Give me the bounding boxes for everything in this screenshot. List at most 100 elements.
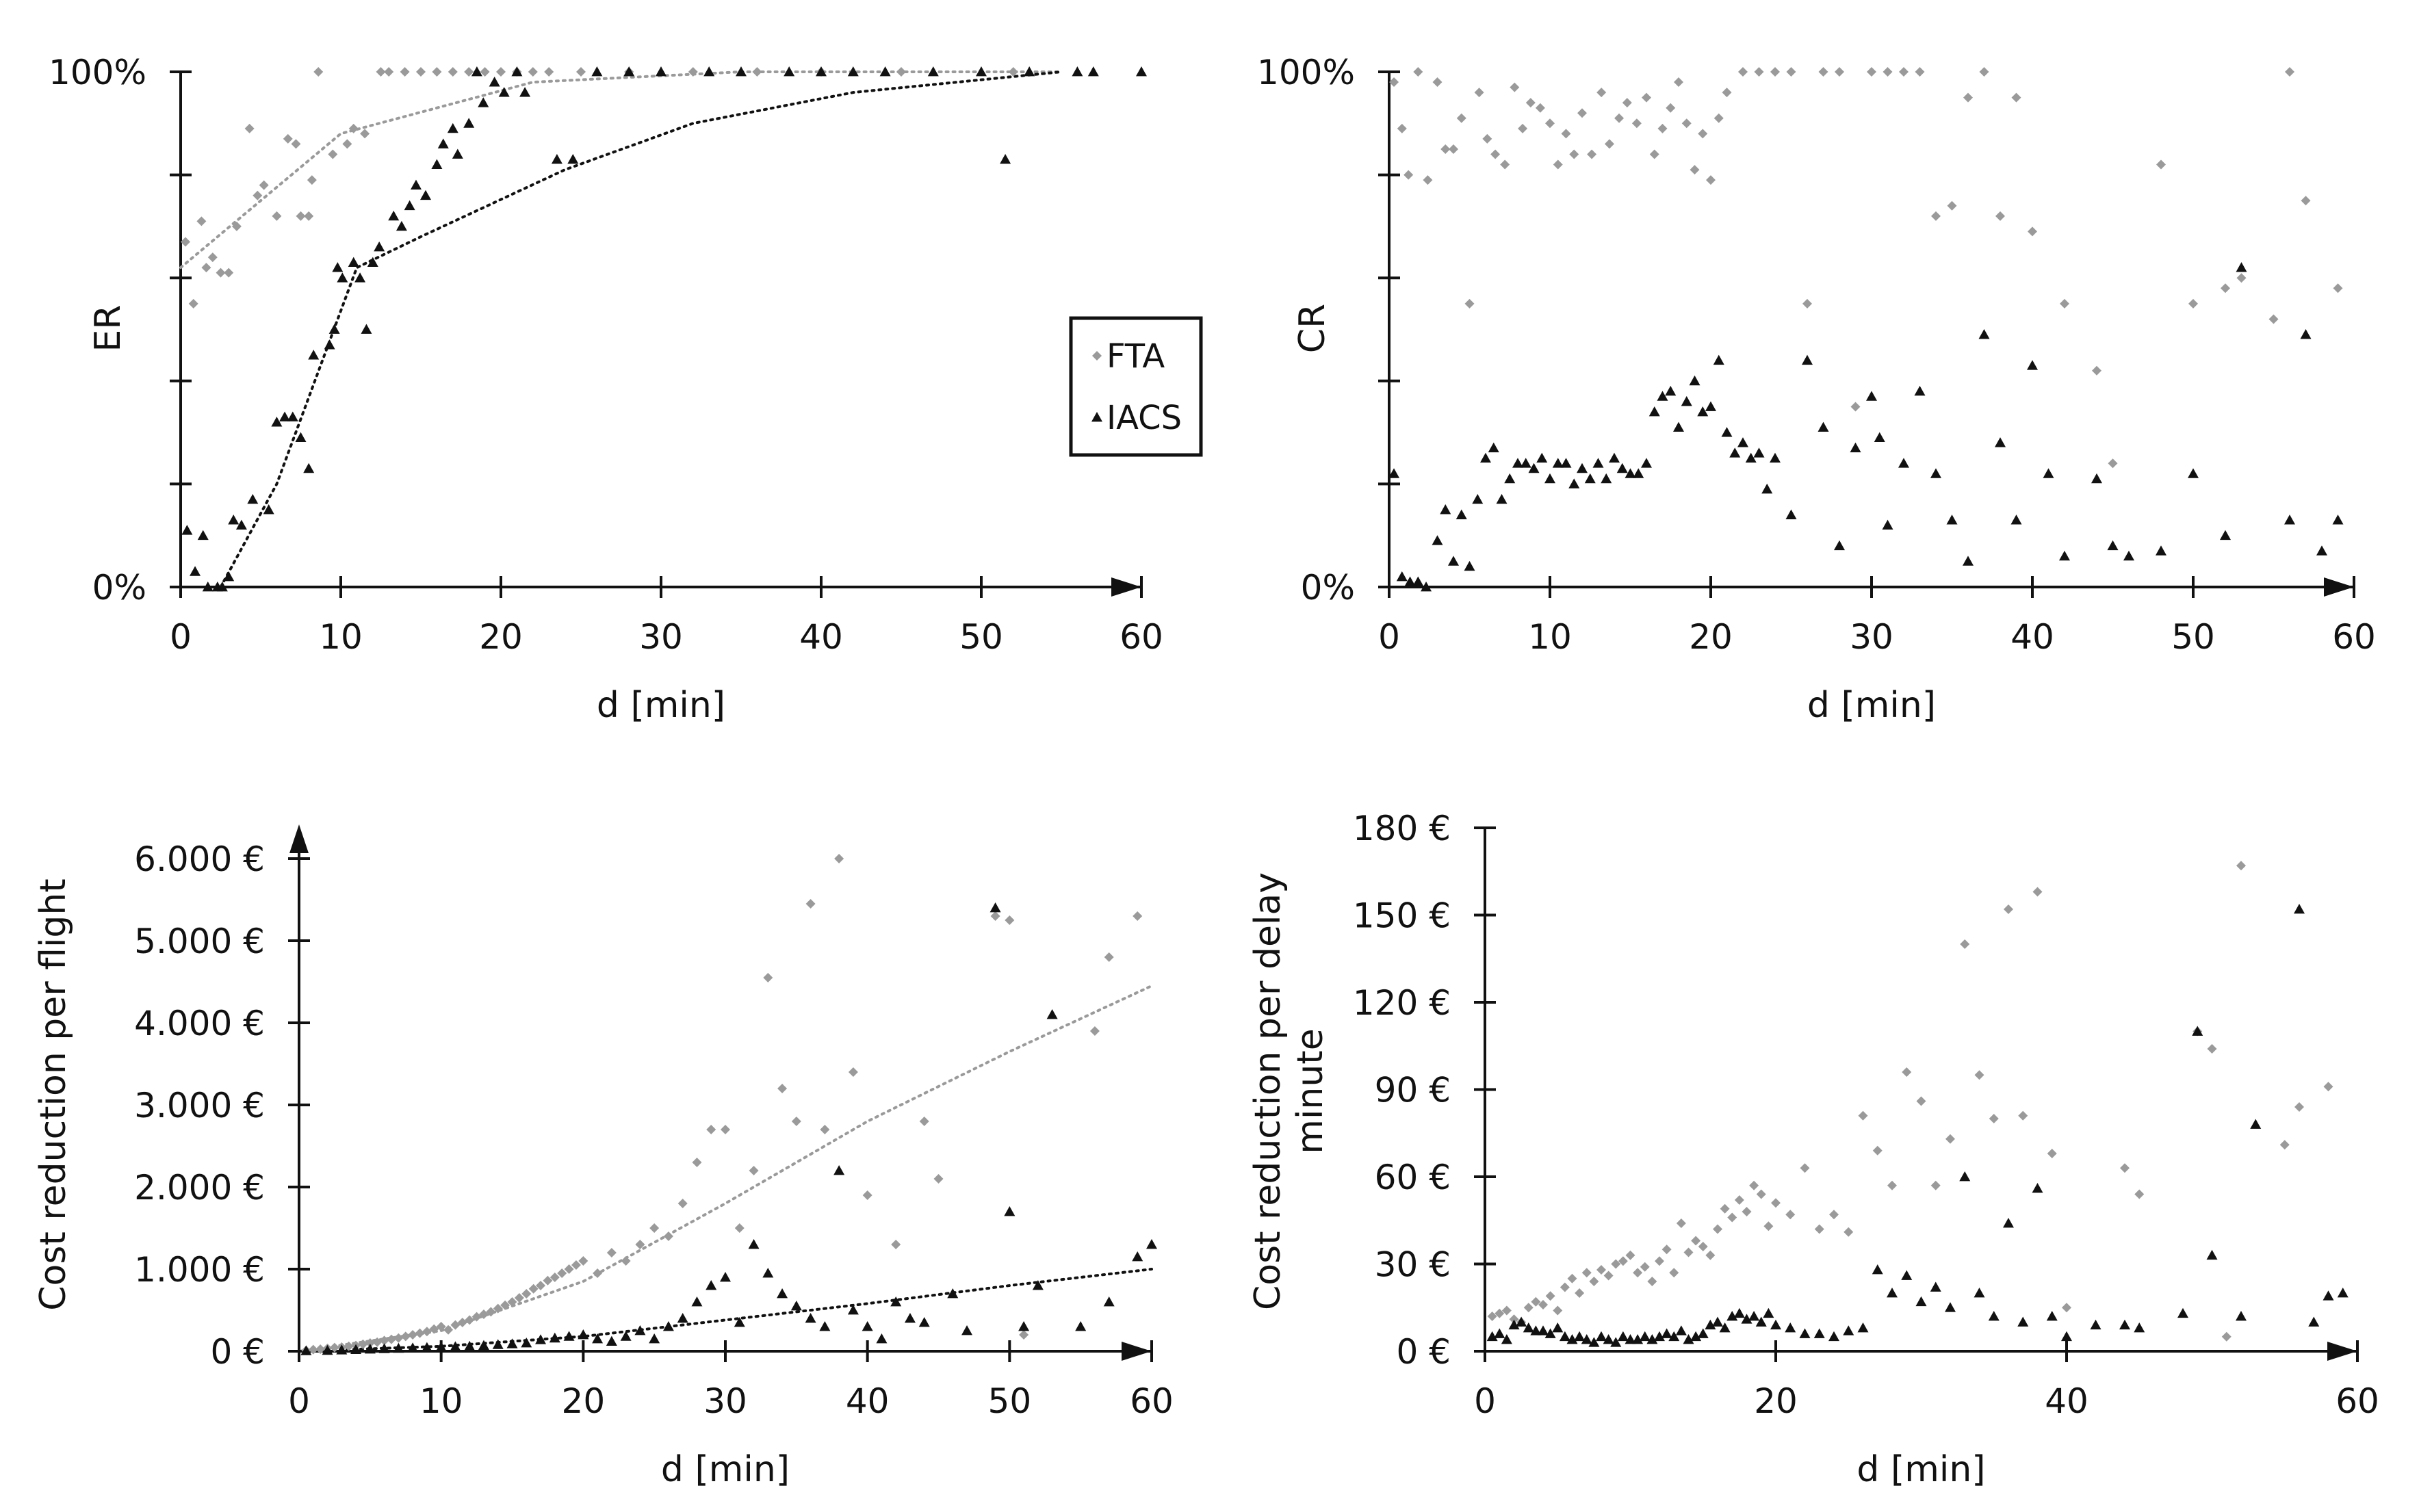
point-iacs — [947, 1288, 959, 1299]
point-fta — [1754, 67, 1764, 77]
point-fta — [763, 973, 773, 982]
point-fta — [1945, 1134, 1955, 1144]
point-fta — [578, 1256, 588, 1266]
point-iacs — [691, 1296, 703, 1307]
point-iacs — [816, 66, 827, 77]
point-fta — [514, 1293, 524, 1303]
point-iacs — [361, 324, 372, 334]
point-fta — [358, 1339, 368, 1349]
legend-iacs-marker — [1091, 412, 1102, 422]
point-iacs — [1538, 1325, 1549, 1335]
point-fta — [486, 1307, 496, 1317]
point-fta — [606, 1248, 617, 1257]
point-iacs — [1683, 1334, 1694, 1344]
point-iacs — [578, 1329, 589, 1340]
point-fta — [1089, 1026, 1100, 1036]
y-axis-title-line: minute — [1290, 1028, 1331, 1153]
point-iacs — [2308, 1316, 2320, 1327]
point-fta — [1525, 98, 1536, 108]
point-iacs — [2010, 514, 2022, 525]
point-fta — [576, 67, 586, 77]
point-fta — [408, 1330, 418, 1340]
point-fta — [862, 1190, 872, 1200]
point-fta — [1657, 123, 1668, 133]
point-iacs — [1633, 468, 1644, 478]
point-fta — [1538, 1300, 1548, 1309]
point-iacs — [819, 1321, 831, 1331]
point-fta — [1713, 113, 1724, 123]
point-iacs — [1456, 509, 1467, 519]
point-fta — [1835, 67, 1844, 77]
point-fta — [692, 1158, 702, 1167]
point-iacs — [1828, 1331, 1839, 1342]
point-iacs — [2188, 468, 2199, 478]
point-iacs — [1802, 354, 1813, 365]
point-fta — [749, 1166, 759, 1175]
point-fta — [1814, 1224, 1824, 1234]
point-iacs — [247, 493, 259, 504]
point-fta — [272, 211, 282, 221]
point-fta — [1631, 118, 1642, 129]
point-iacs — [656, 66, 667, 77]
legend-iacs-label: IACS — [1107, 399, 1182, 437]
point-fta — [1960, 939, 1970, 949]
y-tick-label: 0 € — [210, 1332, 265, 1372]
point-iacs — [1496, 493, 1508, 504]
point-fta — [571, 1260, 581, 1270]
point-fta — [2134, 1189, 2145, 1199]
point-iacs — [407, 1342, 419, 1353]
point-iacs — [1719, 1322, 1731, 1333]
point-fta — [1642, 92, 1651, 103]
x-axis-title: d [min] — [597, 685, 725, 726]
point-fta — [2047, 1149, 2057, 1158]
point-fta — [307, 175, 317, 185]
point-iacs — [734, 1317, 745, 1327]
point-fta — [2236, 861, 2246, 871]
point-iacs — [410, 179, 422, 190]
point-iacs — [1657, 391, 1668, 401]
point-fta — [543, 1275, 553, 1286]
point-fta — [521, 1289, 532, 1299]
point-iacs — [202, 582, 214, 592]
point-fta — [1104, 952, 1114, 962]
point-iacs — [1946, 514, 1958, 525]
point-iacs — [1075, 1321, 1087, 1331]
point-iacs — [1432, 535, 1443, 545]
point-iacs — [1516, 1316, 1527, 1327]
point-fta — [443, 1325, 454, 1335]
point-iacs — [1032, 1280, 1044, 1290]
point-fta — [1625, 1250, 1635, 1260]
x-tick-label: 30 — [639, 617, 683, 657]
point-iacs — [784, 66, 795, 77]
point-fta — [1829, 1210, 1839, 1220]
point-iacs — [2332, 514, 2344, 525]
trendline-iacs — [219, 70, 1063, 588]
x-tick-label: 10 — [419, 1381, 463, 1421]
point-fta — [1535, 103, 1545, 113]
point-iacs — [1603, 1334, 1614, 1344]
x-tick-label: 0 — [288, 1381, 310, 1421]
point-iacs — [1930, 468, 1941, 478]
legend-box — [1069, 316, 1203, 457]
point-fta — [2188, 298, 2198, 309]
point-iacs — [1396, 571, 1408, 582]
point-iacs — [478, 97, 489, 107]
point-fta — [2060, 298, 2069, 309]
point-iacs — [1974, 1288, 1985, 1298]
point-fta — [1577, 108, 1587, 118]
x-tick-label: 0 — [1378, 617, 1400, 657]
point-iacs — [1018, 1321, 1030, 1331]
point-iacs — [1641, 458, 1652, 468]
point-fta — [1389, 77, 1399, 88]
point-iacs — [591, 66, 603, 77]
point-iacs — [2220, 530, 2231, 540]
point-iacs — [324, 339, 335, 350]
point-iacs — [308, 350, 320, 360]
point-iacs — [1146, 1239, 1157, 1249]
point-fta — [2011, 92, 2021, 103]
point-iacs — [303, 462, 315, 473]
point-iacs — [2090, 1319, 2101, 1330]
point-fta — [1705, 1250, 1716, 1260]
point-fta — [393, 1333, 404, 1343]
x-tick-label: 60 — [2336, 1381, 2379, 1421]
